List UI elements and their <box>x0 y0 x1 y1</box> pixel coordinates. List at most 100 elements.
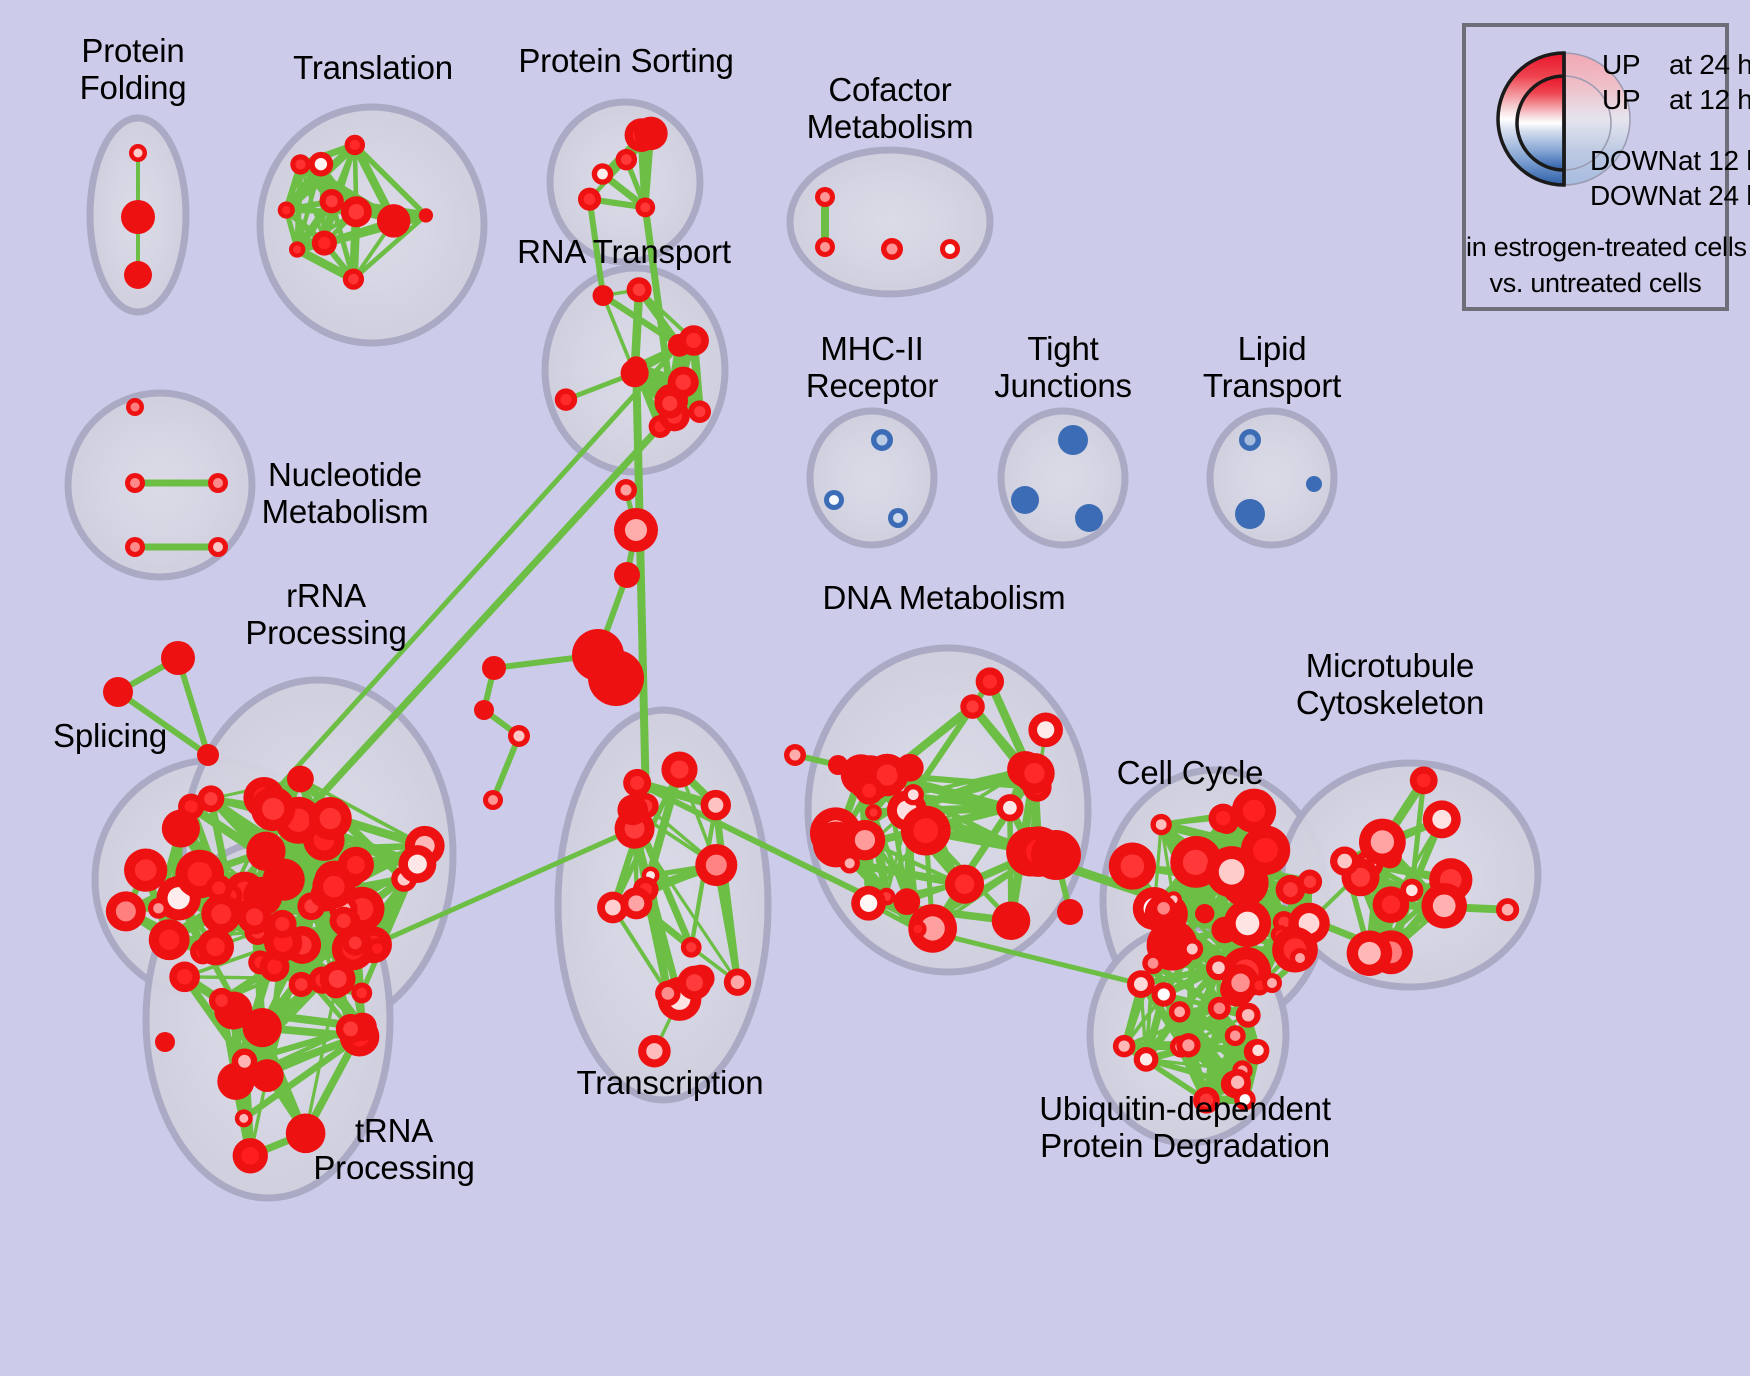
network-node-rrna-processing-24 <box>197 785 225 813</box>
network-node-rna-transport-10 <box>620 359 649 388</box>
network-edge <box>298 777 427 848</box>
network-node-protein-sorting-2 <box>615 148 638 171</box>
network-node-dna-metabolism-20 <box>839 853 860 874</box>
network-node-lipid-transport-0 <box>1239 429 1261 451</box>
network-node-mhc-ii-receptor-2 <box>888 508 908 528</box>
network-node-transcription-4 <box>695 844 738 887</box>
network-node-ubiquitin-13 <box>1151 982 1176 1007</box>
network-node-linker-9 <box>161 641 195 675</box>
legend-time-0: at 24 hrs <box>1669 49 1750 80</box>
network-node-transcription-2 <box>623 768 652 797</box>
network-edge <box>911 767 1028 797</box>
network-node-rrna-processing-11 <box>351 982 373 1004</box>
cluster-label-tight-junctions: Tight Junctions <box>994 330 1132 404</box>
network-node-linker-18 <box>155 1032 175 1052</box>
network-node-nucleotide-metabolism-0 <box>126 398 144 416</box>
network-edge <box>352 142 429 219</box>
legend-caption-line2: vs. untreated cells <box>1489 268 1702 298</box>
legend-state-2: DOWN <box>1590 145 1678 176</box>
network-node-translation-4 <box>308 151 334 177</box>
network-node-protein-sorting-1 <box>577 187 602 211</box>
network-node-protein-folding-1 <box>121 200 155 234</box>
network-node-rna-transport-6 <box>554 388 578 411</box>
network-node-cell-cycle-0 <box>1195 903 1215 924</box>
network-node-dna-metabolism-19 <box>844 819 886 861</box>
network-node-trna-processing-21 <box>329 906 358 935</box>
network-node-microtubule-2 <box>1372 886 1410 923</box>
network-node-protein-sorting-4 <box>591 163 614 185</box>
network-node-ubiquitin-0 <box>1181 938 1204 960</box>
network-node-cofactor-metabolism-3 <box>940 239 960 259</box>
network-edge <box>915 926 1144 987</box>
cluster-label-ubiquitin: Ubiquitin-dependent Protein Degradation <box>1039 1090 1331 1164</box>
network-edge <box>294 161 304 253</box>
network-node-ubiquitin-11 <box>1207 996 1231 1020</box>
network-node-trna-processing-14 <box>250 1059 284 1092</box>
legend-time-1: at 12 hrs <box>1669 84 1750 115</box>
network-node-cell-cycle-14 <box>1150 813 1172 836</box>
network-node-dna-metabolism-26 <box>996 794 1024 822</box>
network-node-dna-metabolism-30 <box>1014 752 1055 794</box>
cluster-hull-mhc-ii-receptor <box>806 407 938 549</box>
network-node-microtubule-7 <box>1330 846 1360 876</box>
network-node-translation-10 <box>340 196 372 228</box>
network-node-rrna-processing-27 <box>201 894 242 935</box>
network-node-rrna-processing-33 <box>308 797 352 840</box>
network-node-tight-junctions-1 <box>1011 486 1039 514</box>
network-node-linker-0 <box>614 508 658 552</box>
network-node-transcription-5 <box>638 1034 671 1068</box>
network-node-ubiquitin-16 <box>1205 955 1232 981</box>
cluster-label-protein-sorting: Protein Sorting <box>518 42 734 79</box>
network-node-ubiquitin-14 <box>1133 1047 1159 1072</box>
network-node-trna-processing-19 <box>237 899 272 935</box>
network-node-linker-5 <box>482 656 506 680</box>
network-node-translation-2 <box>376 204 411 238</box>
network-edge <box>610 905 670 996</box>
cluster-label-protein-folding: Protein Folding <box>79 32 187 106</box>
network-node-dna-metabolism-31 <box>893 888 921 916</box>
network-node-trna-processing-9 <box>169 961 200 993</box>
network-edge <box>641 203 675 403</box>
network-node-linker-12 <box>784 744 806 766</box>
network-node-dna-metabolism-14 <box>851 885 886 921</box>
network-node-transcription-9 <box>677 965 712 1000</box>
network-node-dna-metabolism-11 <box>991 901 1031 941</box>
network-edge <box>351 213 429 282</box>
network-node-ubiquitin-12 <box>1176 1033 1201 1058</box>
network-node-transcription-12 <box>723 968 752 996</box>
network-node-trna-processing-20 <box>208 987 235 1014</box>
network-node-cofactor-metabolism-2 <box>881 238 903 260</box>
network-node-transcription-17 <box>655 980 681 1007</box>
network-node-ubiquitin-5 <box>1193 1086 1220 1114</box>
network-edge <box>1177 1010 1240 1085</box>
network-node-cell-cycle-20 <box>1223 899 1272 948</box>
cluster-label-cofactor-metabolism: Cofactor Metabolism <box>806 71 974 145</box>
network-node-splicing-3 <box>105 891 146 932</box>
network-node-dna-metabolism-21 <box>1028 712 1063 748</box>
cluster-label-rna-transport: RNA Transport <box>517 233 731 270</box>
legend-box: UP at 24 hrs UP at 12 hrs DOWN at 12 hrs… <box>1462 23 1750 311</box>
network-node-splicing-15 <box>197 928 235 966</box>
network-node-rrna-processing-8 <box>288 971 314 997</box>
network-node-splicing-2 <box>124 848 168 892</box>
network-node-rna-transport-1 <box>592 285 614 307</box>
network-node-linker-14 <box>1031 830 1081 880</box>
network-node-linker-1 <box>614 562 640 588</box>
network-node-rrna-processing-9 <box>366 938 388 960</box>
network-edge <box>1159 822 1176 902</box>
node-layer <box>103 116 1520 1174</box>
network-node-trna-processing-12 <box>242 1008 282 1048</box>
network-node-microtubule-13 <box>1422 800 1461 839</box>
network-edge <box>586 196 607 299</box>
network-node-cell-cycle-21 <box>1221 964 1260 1002</box>
network-node-cofactor-metabolism-0 <box>815 187 835 207</box>
network-node-rrna-processing-31 <box>398 845 437 884</box>
network-node-microtubule-8 <box>1400 878 1424 902</box>
network-node-rrna-processing-32 <box>312 865 356 909</box>
network-edge <box>294 423 664 824</box>
network-node-ubiquitin-6 <box>1142 952 1164 975</box>
network-node-ubiquitin-17 <box>1168 1001 1191 1023</box>
network-node-transcription-11 <box>617 794 649 826</box>
network-node-linker-17 <box>1262 973 1282 993</box>
